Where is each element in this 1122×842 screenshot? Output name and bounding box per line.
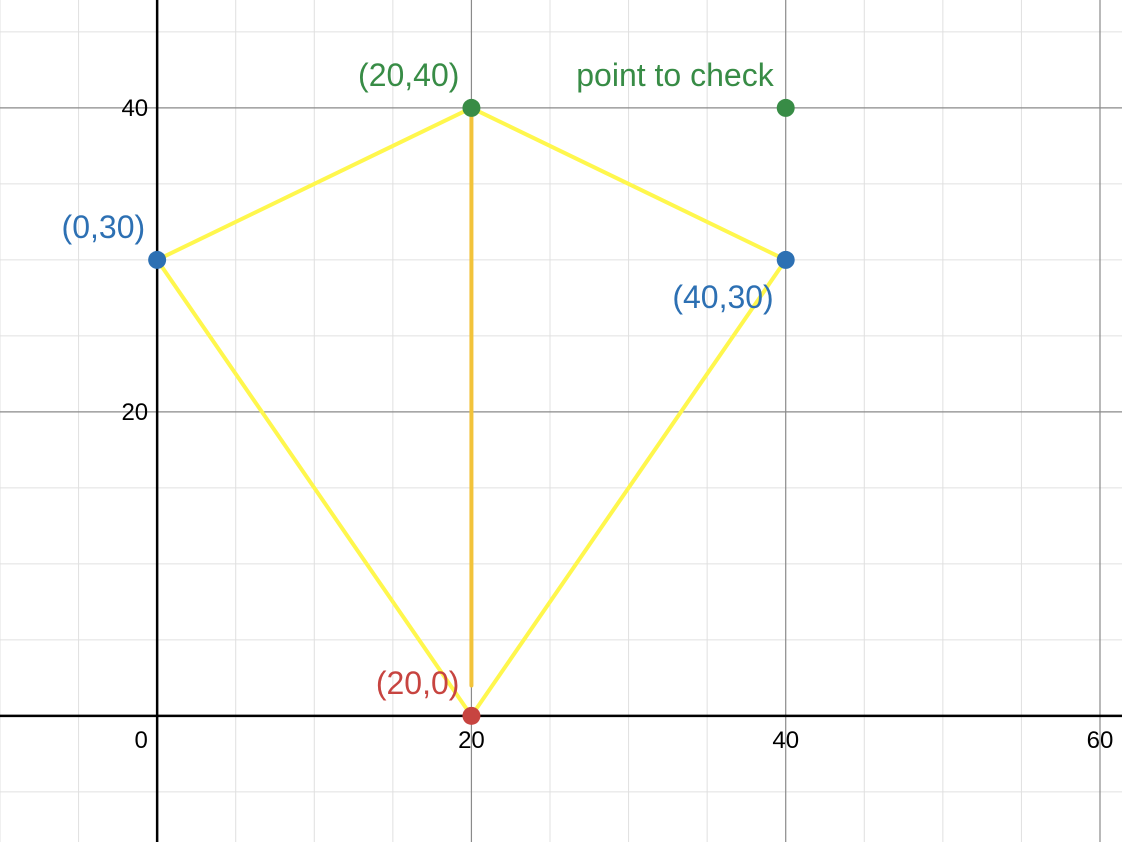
y-tick-label: 20 bbox=[121, 399, 148, 426]
x-tick-label: 40 bbox=[772, 727, 799, 754]
point-labels: (20,40) (0,30) (40,30) (20,0) point to check bbox=[62, 57, 775, 701]
data-point[interactable] bbox=[462, 706, 481, 725]
point-label: (20,40) bbox=[358, 57, 459, 93]
y-tick-label: 40 bbox=[121, 95, 148, 122]
x-tick-label: 0 bbox=[134, 727, 147, 754]
data-point[interactable] bbox=[462, 98, 481, 117]
tick-labels: 0 20 40 60 20 40 bbox=[121, 95, 1113, 754]
data-points bbox=[148, 98, 795, 725]
point-label: (20,0) bbox=[376, 665, 460, 701]
data-point[interactable] bbox=[776, 98, 795, 117]
data-point[interactable] bbox=[148, 250, 167, 269]
point-label: point to check bbox=[576, 57, 774, 93]
x-tick-label: 60 bbox=[1087, 727, 1114, 754]
point-label: (0,30) bbox=[62, 209, 146, 245]
data-point[interactable] bbox=[776, 250, 795, 269]
point-label: (40,30) bbox=[672, 279, 773, 315]
x-tick-label: 20 bbox=[458, 727, 485, 754]
